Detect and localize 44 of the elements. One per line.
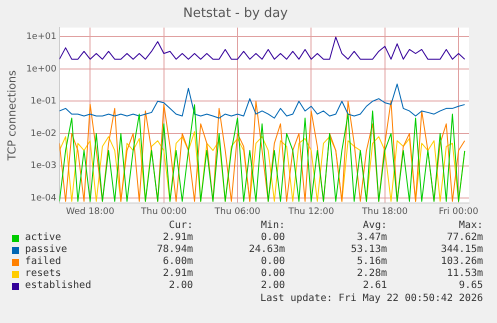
x-tick-label: Thu 12:00 — [287, 206, 334, 217]
x-tick-label: Fri 00:00 — [438, 206, 479, 217]
text: Min: — [260, 220, 285, 232]
text: 2.28m — [356, 268, 387, 280]
text: 9.65 — [458, 280, 483, 292]
text: Max: — [458, 220, 483, 232]
text: 2.91m — [162, 268, 193, 280]
text: 103.26m — [440, 256, 483, 268]
legend-label: active — [24, 232, 62, 244]
text: 2.61 — [362, 280, 387, 292]
y-tick-label: 1e-01 — [30, 96, 56, 107]
text: 77.62m — [446, 232, 483, 244]
text: 53.13m — [350, 244, 387, 256]
y-tick-label: 1e+00 — [26, 64, 57, 74]
x-tick-label: Thu 06:00 — [214, 206, 261, 217]
text: Avg: — [362, 220, 387, 232]
x-tick-label: Thu 00:00 — [140, 206, 187, 217]
text: 0.00 — [260, 256, 285, 268]
text: 2.00 — [260, 280, 285, 292]
legend-label: established — [24, 280, 92, 292]
chart-title: Netstat - by day — [183, 6, 288, 22]
text: 2.00 — [168, 280, 193, 292]
text: 11.53m — [446, 268, 483, 280]
text: Cur: — [168, 220, 193, 232]
x-tick-label: Thu 18:00 — [361, 206, 408, 217]
legend-label: failed — [24, 256, 62, 268]
text: 78.94m — [156, 244, 193, 256]
text: 6.00m — [162, 256, 193, 268]
legend-label: resets — [24, 268, 62, 280]
y-axis-title: TCP connections — [5, 70, 18, 162]
text: 24.63m — [248, 244, 285, 256]
legend-label: passive — [24, 244, 68, 256]
y-tick-label: 1e-04 — [30, 194, 57, 204]
y-tick-label: 1e+01 — [26, 32, 56, 42]
text: 2.91m — [162, 232, 193, 244]
x-tick-label: Wed 18:00 — [66, 206, 115, 217]
text: 0.00 — [260, 268, 285, 280]
text: Last update: Fri May 22 00:50:42 2026 — [260, 293, 483, 304]
text: 5.16m — [356, 256, 387, 268]
text: 344.15m — [440, 244, 483, 256]
y-tick-label: 1e-03 — [30, 161, 56, 172]
text: 0.00 — [260, 232, 285, 244]
y-tick-label: 1e-02 — [30, 128, 56, 139]
text: 3.47m — [356, 232, 387, 244]
